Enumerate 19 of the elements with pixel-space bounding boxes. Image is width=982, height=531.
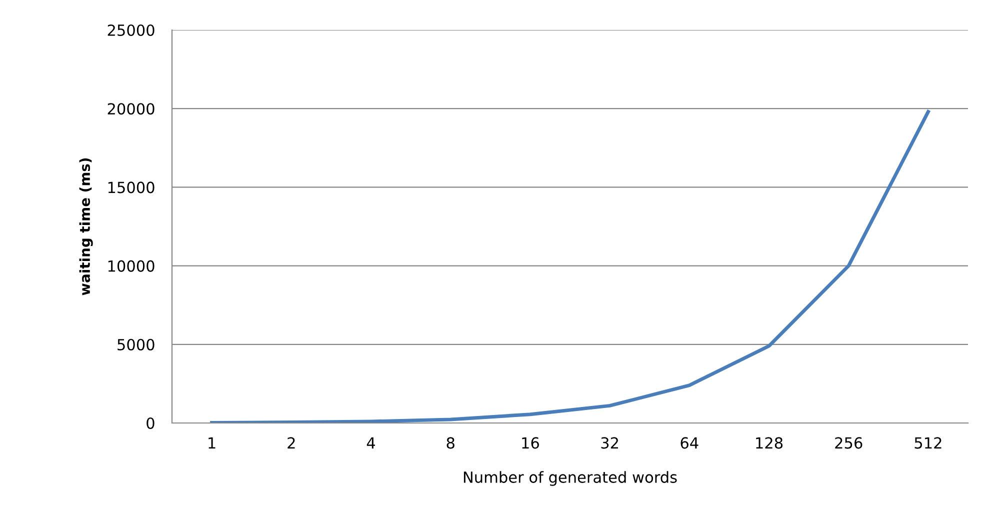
x-tick-label: 32	[601, 437, 618, 449]
y-tick-label: 10000	[108, 260, 154, 272]
x-tick-label: 64	[680, 437, 698, 449]
y-axis-title: waiting time (ms)	[79, 158, 93, 296]
x-axis-title: Number of generated words	[464, 471, 677, 486]
y-tick-label: 5000	[118, 338, 154, 350]
x-tick-label: 512	[914, 437, 942, 449]
line-series	[210, 110, 930, 423]
x-tick-label: 128	[756, 437, 783, 449]
x-tick-label: 4	[366, 437, 376, 448]
y-tick-label: 0	[146, 417, 154, 430]
y-tick-label: 25000	[108, 24, 154, 36]
x-tick-label: 256	[835, 437, 862, 449]
x-tick-label: 16	[522, 437, 539, 449]
x-tick-label: 8	[446, 437, 454, 449]
x-tick-label: 2	[288, 437, 295, 448]
y-tick-label: 15000	[108, 182, 154, 194]
y-tick-label: 20000	[108, 103, 154, 115]
x-tick-label: 1	[208, 437, 216, 448]
